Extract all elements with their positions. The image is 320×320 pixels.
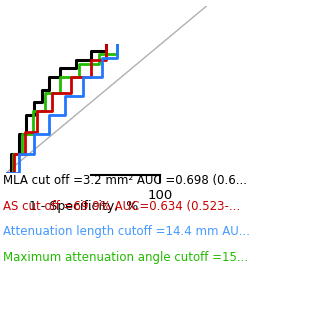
Text: MLA cut off =3.2 mm² AUC =0.698 (0.6...: MLA cut off =3.2 mm² AUC =0.698 (0.6...	[3, 174, 247, 187]
Text: AS cut off =69.9% AUC=0.634 (0.523-...: AS cut off =69.9% AUC=0.634 (0.523-...	[3, 200, 240, 213]
Text: Maximum attenuation angle cutoff =15...: Maximum attenuation angle cutoff =15...	[3, 251, 248, 264]
Text: Attenuation length cutoff =14.4 mm AU...: Attenuation length cutoff =14.4 mm AU...	[3, 226, 250, 238]
Text: 1 - Specificity,  %: 1 - Specificity, %	[28, 200, 138, 213]
Text: 100: 100	[148, 189, 172, 203]
